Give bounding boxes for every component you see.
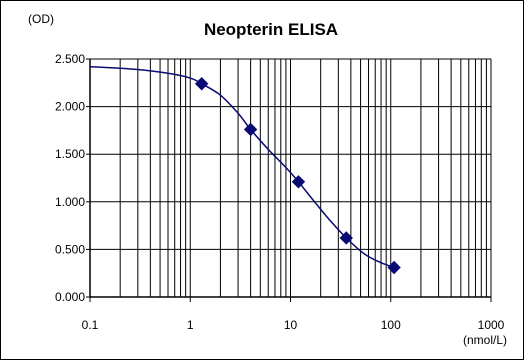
fit-curve <box>89 65 395 269</box>
y-tick-label: 0.500 <box>55 242 85 256</box>
data-point-diamond <box>243 122 258 137</box>
data-point-diamond <box>339 231 353 245</box>
data-series <box>89 65 401 275</box>
grid <box>89 58 492 298</box>
x-tick-label: 1 <box>187 318 194 332</box>
data-point-diamond <box>194 77 209 91</box>
axes <box>86 58 492 302</box>
y-tick-label: 1.500 <box>55 147 85 161</box>
x-tick-label: 10 <box>284 318 298 332</box>
x-tick-label: 1000 <box>478 318 505 332</box>
data-point-diamond <box>387 260 401 275</box>
y-tick-label: 2.500 <box>55 52 85 66</box>
x-tick-label: 100 <box>381 318 401 332</box>
x-tick-label: 0.1 <box>82 318 99 332</box>
y-axis-label: (OD) <box>28 12 54 26</box>
chart-title: Neopterin ELISA <box>204 20 338 39</box>
y-tick-label: 1.000 <box>55 195 85 209</box>
data-point-diamond <box>291 175 306 189</box>
x-axis-label: (nmol/L) <box>463 333 507 347</box>
y-tick-label: 0.000 <box>55 290 85 304</box>
tick-labels: 0.000 0.500 1.000 1.500 2.000 2.500 0.1 1 10 100 1… <box>55 52 505 332</box>
y-tick-label: 2.000 <box>55 100 85 114</box>
